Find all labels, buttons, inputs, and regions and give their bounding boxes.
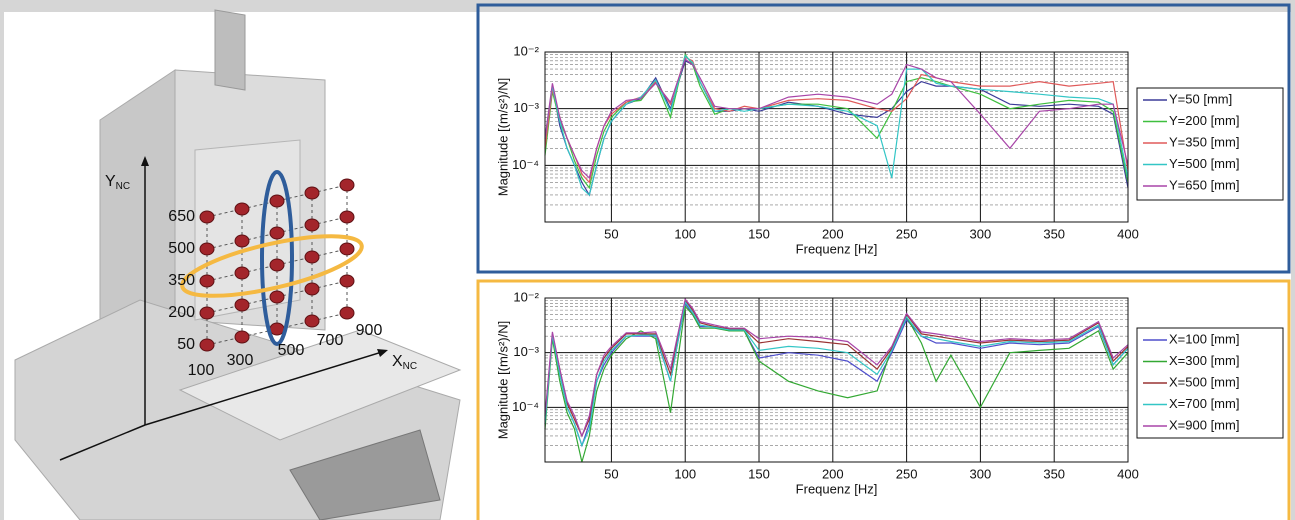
measurement-point bbox=[235, 331, 249, 343]
y-axis-subscript: NC bbox=[116, 181, 130, 192]
x-tick-label: 400 bbox=[1117, 226, 1139, 241]
plot-area bbox=[545, 298, 1128, 462]
x-tick-label: 50 bbox=[604, 226, 618, 241]
y-tick-label: 10⁻² bbox=[513, 43, 539, 58]
measurement-point bbox=[270, 259, 284, 271]
measurement-point bbox=[270, 227, 284, 239]
measurement-point bbox=[200, 275, 214, 287]
measurement-point bbox=[340, 179, 354, 191]
x-tick-label: 350 bbox=[1043, 466, 1065, 481]
measurement-point bbox=[305, 219, 319, 231]
measurement-point bbox=[340, 307, 354, 319]
y-position-label: 350 bbox=[168, 272, 195, 289]
x-tick-label: 150 bbox=[748, 226, 770, 241]
x-tick-label: 200 bbox=[822, 466, 844, 481]
measurement-point bbox=[340, 243, 354, 255]
measurement-point bbox=[270, 323, 284, 335]
x-tick-label: 350 bbox=[1043, 226, 1065, 241]
legend-label: X=100 [mm] bbox=[1169, 331, 1239, 346]
x-tick-label: 100 bbox=[674, 226, 696, 241]
legend-label: X=900 [mm] bbox=[1169, 417, 1239, 432]
y-position-label: 500 bbox=[168, 240, 195, 257]
x-tick-label: 100 bbox=[674, 466, 696, 481]
y-tick-label: 10⁻³ bbox=[513, 344, 539, 359]
measurement-point bbox=[270, 195, 284, 207]
x-axis-label: Frequenz [Hz] bbox=[796, 241, 878, 256]
x-tick-label: 50 bbox=[604, 466, 618, 481]
measurement-point bbox=[200, 211, 214, 223]
legend-label: X=500 [mm] bbox=[1169, 374, 1239, 389]
y-position-label: 650 bbox=[168, 208, 195, 225]
measurement-point bbox=[235, 203, 249, 215]
x-axis-subscript: NC bbox=[403, 361, 417, 372]
x-tick-label: 300 bbox=[970, 226, 992, 241]
measurement-point bbox=[305, 315, 319, 327]
x-axis-letter: X bbox=[392, 353, 403, 370]
measurement-point bbox=[340, 275, 354, 287]
legend-label: Y=200 [mm] bbox=[1169, 113, 1239, 128]
legend-label: X=700 [mm] bbox=[1169, 396, 1239, 411]
y-axis-letter: Y bbox=[105, 173, 116, 190]
legend-label: Y=350 [mm] bbox=[1169, 134, 1239, 149]
plot-area bbox=[545, 52, 1128, 222]
x-tick-label: 200 bbox=[822, 226, 844, 241]
measurement-point bbox=[340, 211, 354, 223]
measurement-point bbox=[305, 187, 319, 199]
x-position-label: 500 bbox=[278, 342, 305, 359]
x-position-label: 700 bbox=[317, 332, 344, 349]
machine-motor bbox=[215, 10, 245, 90]
x-position-label: 300 bbox=[227, 352, 254, 369]
page: {"diagram": {"y_axis": {"letter": "Y", "… bbox=[0, 0, 1295, 520]
legend-label: Y=50 [mm] bbox=[1169, 91, 1232, 106]
x-tick-label: 250 bbox=[896, 466, 918, 481]
y-tick-label: 10⁻² bbox=[513, 289, 539, 304]
measurement-point bbox=[200, 243, 214, 255]
x-tick-label: 250 bbox=[896, 226, 918, 241]
measurement-point bbox=[200, 339, 214, 351]
y-position-label: 200 bbox=[168, 304, 195, 321]
measurement-point bbox=[270, 291, 284, 303]
legend-label: Y=500 [mm] bbox=[1169, 156, 1239, 171]
measurement-point bbox=[305, 251, 319, 263]
x-tick-label: 150 bbox=[748, 466, 770, 481]
y-tick-label: 10⁻⁴ bbox=[512, 157, 539, 172]
x-position-label: 900 bbox=[356, 322, 383, 339]
figure: YNC XNC 6505003502005010030050070090010⁻… bbox=[0, 0, 1295, 520]
x-position-label: 100 bbox=[188, 362, 215, 379]
measurement-point bbox=[235, 235, 249, 247]
y-axis-label: Magnitude [(m/s²)/N] bbox=[495, 321, 510, 439]
y-position-label: 50 bbox=[177, 336, 195, 353]
y-tick-label: 10⁻³ bbox=[513, 100, 539, 115]
legend-label: Y=650 [mm] bbox=[1169, 177, 1239, 192]
measurement-point bbox=[235, 267, 249, 279]
y-axis-label: Magnitude [(m/s²)/N] bbox=[495, 78, 510, 196]
y-tick-label: 10⁻⁴ bbox=[512, 399, 539, 414]
measurement-point bbox=[305, 283, 319, 295]
legend-label: X=300 [mm] bbox=[1169, 353, 1239, 368]
x-tick-label: 300 bbox=[970, 466, 992, 481]
x-tick-label: 400 bbox=[1117, 466, 1139, 481]
measurement-point bbox=[200, 307, 214, 319]
x-axis-label: Frequenz [Hz] bbox=[796, 481, 878, 496]
measurement-point bbox=[235, 299, 249, 311]
